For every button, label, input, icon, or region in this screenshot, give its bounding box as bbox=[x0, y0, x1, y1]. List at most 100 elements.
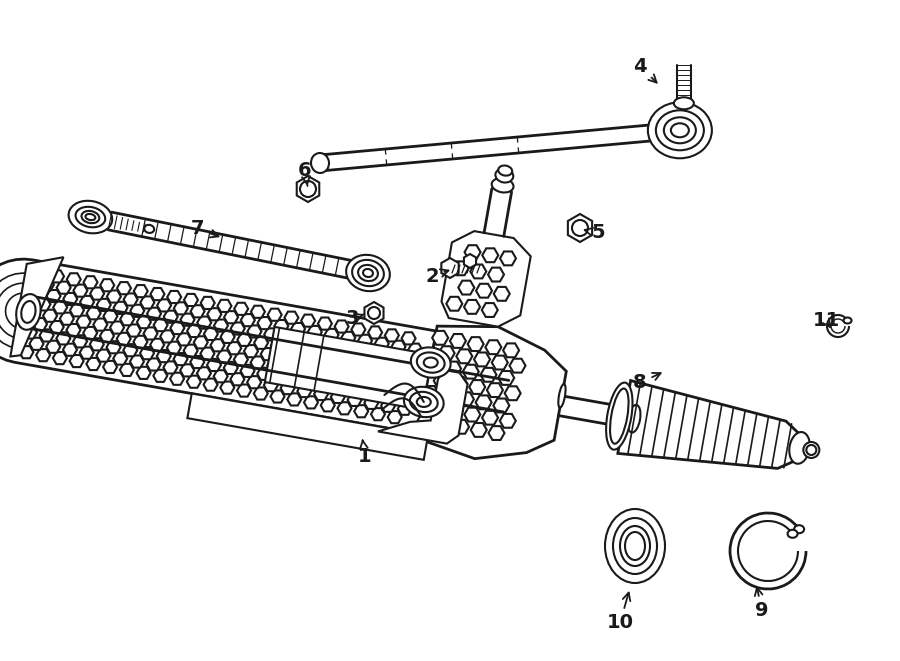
Text: 5: 5 bbox=[585, 223, 605, 243]
Polygon shape bbox=[341, 383, 355, 395]
Polygon shape bbox=[436, 416, 451, 430]
Polygon shape bbox=[117, 282, 131, 294]
Polygon shape bbox=[166, 342, 181, 354]
Ellipse shape bbox=[16, 294, 40, 330]
Polygon shape bbox=[409, 344, 422, 356]
Text: 1: 1 bbox=[358, 440, 372, 465]
Polygon shape bbox=[230, 323, 245, 334]
Polygon shape bbox=[456, 350, 472, 364]
Polygon shape bbox=[446, 297, 463, 311]
Polygon shape bbox=[499, 371, 514, 385]
Text: 2: 2 bbox=[425, 266, 448, 286]
Polygon shape bbox=[314, 337, 328, 350]
Polygon shape bbox=[97, 299, 111, 311]
Polygon shape bbox=[368, 377, 382, 389]
Polygon shape bbox=[302, 315, 315, 327]
Polygon shape bbox=[442, 231, 531, 327]
Ellipse shape bbox=[674, 97, 694, 109]
Polygon shape bbox=[485, 340, 501, 354]
Polygon shape bbox=[36, 349, 50, 361]
Polygon shape bbox=[194, 336, 208, 348]
Polygon shape bbox=[395, 371, 409, 384]
Polygon shape bbox=[308, 326, 322, 338]
Ellipse shape bbox=[625, 532, 645, 560]
Polygon shape bbox=[392, 340, 406, 353]
Polygon shape bbox=[468, 337, 483, 351]
Polygon shape bbox=[464, 245, 481, 259]
Polygon shape bbox=[43, 310, 57, 322]
Polygon shape bbox=[90, 338, 104, 350]
Ellipse shape bbox=[843, 317, 851, 323]
Polygon shape bbox=[446, 405, 463, 418]
Polygon shape bbox=[201, 297, 215, 309]
Polygon shape bbox=[338, 402, 352, 414]
Polygon shape bbox=[341, 332, 356, 344]
Polygon shape bbox=[481, 368, 497, 381]
Polygon shape bbox=[86, 358, 101, 370]
Polygon shape bbox=[164, 311, 177, 323]
Ellipse shape bbox=[417, 397, 431, 407]
Polygon shape bbox=[418, 414, 434, 428]
Ellipse shape bbox=[144, 225, 154, 233]
Polygon shape bbox=[355, 405, 368, 417]
Polygon shape bbox=[401, 332, 416, 344]
Polygon shape bbox=[318, 368, 331, 380]
Polygon shape bbox=[33, 318, 47, 330]
Polygon shape bbox=[463, 365, 479, 379]
Polygon shape bbox=[368, 327, 382, 338]
Polygon shape bbox=[267, 309, 282, 321]
Polygon shape bbox=[170, 322, 184, 334]
Polygon shape bbox=[137, 367, 150, 379]
Polygon shape bbox=[40, 279, 54, 291]
Polygon shape bbox=[464, 408, 481, 422]
Polygon shape bbox=[187, 393, 428, 460]
Text: 7: 7 bbox=[191, 219, 219, 239]
Polygon shape bbox=[314, 388, 328, 400]
Polygon shape bbox=[321, 348, 335, 361]
Ellipse shape bbox=[558, 384, 565, 408]
Polygon shape bbox=[217, 350, 231, 363]
Text: 9: 9 bbox=[755, 588, 769, 621]
Polygon shape bbox=[469, 380, 485, 394]
Polygon shape bbox=[401, 383, 415, 395]
Polygon shape bbox=[140, 347, 154, 359]
Polygon shape bbox=[147, 308, 161, 320]
Polygon shape bbox=[47, 290, 60, 302]
Polygon shape bbox=[117, 333, 130, 345]
Ellipse shape bbox=[648, 102, 712, 158]
Polygon shape bbox=[503, 344, 519, 357]
Polygon shape bbox=[475, 395, 491, 409]
Polygon shape bbox=[240, 365, 255, 377]
Polygon shape bbox=[250, 356, 265, 369]
Polygon shape bbox=[53, 352, 67, 364]
Polygon shape bbox=[83, 327, 97, 339]
Polygon shape bbox=[287, 393, 302, 405]
Polygon shape bbox=[304, 346, 319, 358]
Polygon shape bbox=[267, 360, 282, 371]
Polygon shape bbox=[348, 343, 362, 355]
Polygon shape bbox=[134, 285, 148, 297]
Polygon shape bbox=[74, 285, 87, 297]
Polygon shape bbox=[494, 287, 509, 301]
Polygon shape bbox=[143, 327, 157, 340]
Polygon shape bbox=[294, 354, 308, 366]
Polygon shape bbox=[301, 366, 315, 377]
Polygon shape bbox=[234, 354, 248, 366]
Polygon shape bbox=[288, 342, 302, 355]
Polygon shape bbox=[113, 302, 128, 314]
Polygon shape bbox=[190, 356, 204, 368]
Polygon shape bbox=[20, 346, 33, 358]
Polygon shape bbox=[398, 352, 412, 364]
Polygon shape bbox=[378, 370, 467, 444]
Ellipse shape bbox=[499, 165, 512, 176]
Polygon shape bbox=[167, 291, 181, 303]
Polygon shape bbox=[187, 325, 201, 337]
Polygon shape bbox=[154, 319, 167, 331]
Polygon shape bbox=[450, 334, 466, 348]
Ellipse shape bbox=[358, 265, 378, 281]
Polygon shape bbox=[265, 327, 432, 410]
Polygon shape bbox=[422, 386, 438, 400]
Ellipse shape bbox=[620, 526, 650, 566]
Polygon shape bbox=[568, 214, 592, 242]
Polygon shape bbox=[50, 270, 64, 282]
